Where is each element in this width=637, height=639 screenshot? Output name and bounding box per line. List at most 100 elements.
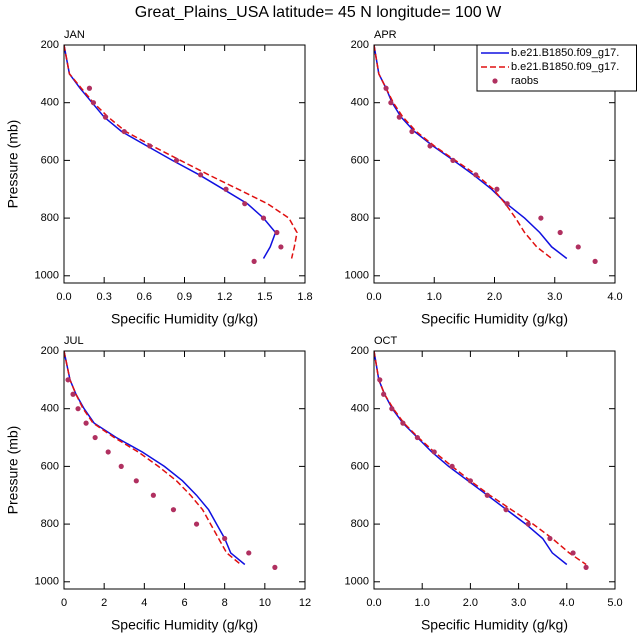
raob-point [431,449,437,455]
profile-line [374,351,568,566]
x-tick-label: 3.0 [511,597,526,609]
y-tick-label: 200 [351,345,369,357]
x-tick-label: 0.3 [97,291,112,303]
raob-point [396,114,402,120]
x-tick-label: 10 [259,597,271,609]
raob-point [75,406,81,412]
raob-point [388,100,394,106]
x-tick-label: 4.0 [607,291,622,303]
raob-point [557,229,563,236]
y-tick-label: 400 [351,97,369,109]
y-tick-label: 600 [41,460,59,472]
raob-point [427,143,433,149]
raob-point [383,85,389,91]
x-tick-label: 0.9 [177,291,192,303]
raob-point [118,463,124,469]
raob-point [251,258,257,264]
x-tick-label: 1.0 [415,597,430,609]
raob-point [570,550,576,556]
x-tick-label: 0.0 [366,291,381,303]
raob-point [409,128,415,135]
raob-point [592,258,598,264]
x-tick-label: 1.8 [297,291,312,303]
raob-point [414,434,420,441]
raob-point [92,434,98,441]
raob-point [575,244,581,250]
raob-point [381,391,387,397]
legend: b.e21.B1850.f09_g17. b.e21.B1850.f09_g17.… [476,44,637,92]
raob-point [274,229,280,236]
y-tick-label: 200 [41,345,59,357]
x-tick-label: 3.0 [547,291,562,303]
x-tick-label: 1.2 [217,291,232,303]
panel-title: JUL [64,335,84,347]
raob-point [102,114,109,120]
raob-point [547,535,553,542]
x-axis-label: Specific Humidity (g/kg) [111,311,258,327]
legend-marker [492,78,498,84]
y-tick-label: 200 [41,39,59,51]
y-tick-label: 800 [351,518,369,530]
raob-point [504,201,510,207]
raob-point [121,128,127,135]
x-tick-label: 1.0 [427,291,442,303]
x-tick-label: 8 [222,597,228,609]
y-tick-label: 800 [41,212,59,224]
legend-label: b.e21.B1850.f09_g17. [511,61,619,73]
x-axis-label: Specific Humidity (g/kg) [111,617,258,633]
raob-point [538,215,544,221]
y-tick-label: 800 [351,212,369,224]
raob-point [70,391,76,397]
y-axis-label: Pressure (mb) [5,120,21,209]
profile-line [64,351,242,566]
raob-point [170,507,177,513]
panel-title: APR [374,29,397,41]
y-tick-label: 400 [41,97,59,109]
raob-point [65,377,71,383]
profile-line [64,351,246,566]
raob-point [272,564,278,570]
raob-point [173,157,180,163]
x-tick-label: 4 [141,597,147,609]
raob-point [377,377,383,383]
raob-point [147,143,153,149]
x-tick-label: 5.0 [607,597,622,609]
y-tick-label: 1000 [345,576,369,588]
raob-point [133,478,139,484]
raob-point [278,244,284,250]
x-tick-label: 2.0 [487,291,502,303]
x-tick-label: 6 [181,597,187,609]
plot-frame [63,44,306,284]
y-tick-label: 800 [41,518,59,530]
figure-title: Great_Plains_USA latitude= 45 N longitud… [135,4,502,21]
x-axis-label: Specific Humidity (g/kg) [421,617,568,633]
raob-point [246,550,252,556]
y-tick-label: 200 [351,39,369,51]
raob-point [400,420,406,426]
raob-point [450,157,456,163]
x-tick-label: 1.5 [257,291,272,303]
x-tick-label: 0.0 [56,291,71,303]
legend-label: b.e21.B1850.f09_g17. [511,47,619,59]
profile-line [374,351,587,566]
plot-frame [63,350,306,590]
y-tick-label: 600 [351,154,369,166]
raob-point [222,535,228,542]
raob-point [525,521,531,527]
profile-line [64,45,277,259]
y-tick-label: 600 [351,460,369,472]
raob-point [90,100,97,106]
raob-point [150,492,156,498]
raob-point [260,215,267,221]
raob-point [473,172,479,178]
y-tick-label: 1000 [35,270,59,282]
raob-point [193,521,200,527]
raob-point [484,492,490,498]
raob-point [494,186,500,192]
x-tick-label: 12 [299,597,311,609]
raob-point [223,186,229,192]
legend-label: raobs [511,75,539,87]
x-tick-label: 0.0 [366,597,381,609]
panel-title: OCT [374,335,398,347]
